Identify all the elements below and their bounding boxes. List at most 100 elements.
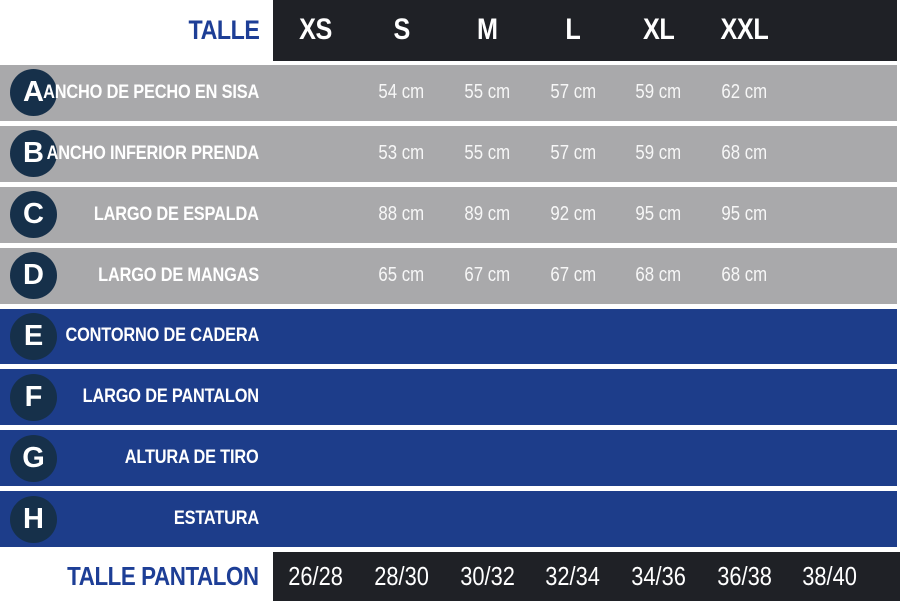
pants-size-5: 34/36	[631, 561, 686, 592]
row-label: ANCHO DE PECHO EN SISA	[43, 81, 259, 103]
size-header-row: TALLE XS S M L XL XXL	[0, 0, 897, 61]
cell-s: 54 cm	[378, 81, 425, 104]
cell-m: 89 cm	[464, 203, 511, 226]
row-label-cell: A ANCHO DE PECHO EN SISA	[0, 65, 273, 121]
cell-empty	[787, 65, 873, 121]
row-values: 65 cm 67 cm 67 cm 68 cm 68 cm	[273, 248, 897, 304]
row-letter: H	[23, 502, 44, 535]
pants-size-4: 32/34	[545, 561, 601, 592]
row-label: ALTURA DE TIRO	[125, 447, 259, 469]
cell-s: 53 cm	[378, 142, 425, 165]
row-letter: E	[23, 319, 44, 352]
cell-xl: 95 cm	[635, 203, 682, 226]
row-letter: F	[24, 380, 43, 413]
row-letter-badge: A	[10, 69, 57, 117]
row-letter: B	[23, 137, 44, 170]
row-letter-badge: B	[10, 130, 57, 178]
row-letter: A	[23, 76, 44, 109]
cell-m: 55 cm	[464, 81, 511, 104]
row-label-cell: D LARGO DE MANGAS	[0, 248, 273, 304]
row-letter-badge: C	[10, 191, 57, 239]
row-letter: D	[23, 259, 44, 292]
row-label-cell: E CONTORNO DE CADERA	[0, 309, 273, 365]
cell-s: 88 cm	[378, 203, 425, 226]
cell-xxl: 62 cm	[721, 81, 768, 104]
row-values	[273, 430, 897, 486]
row-letter: G	[22, 441, 45, 474]
cell-xxl: 68 cm	[721, 142, 768, 165]
pants-size-7: 38/40	[802, 561, 858, 592]
row-label-cell: G ALTURA DE TIRO	[0, 430, 273, 486]
row-label: LARGO DE PANTALON	[82, 386, 259, 408]
cell-empty	[787, 126, 873, 182]
row-values: 54 cm 55 cm 57 cm 59 cm 62 cm	[273, 65, 897, 121]
row-values: 88 cm 89 cm 92 cm 95 cm 95 cm	[273, 187, 897, 243]
size-col-xxl: XXL	[720, 13, 769, 47]
cell-m: 67 cm	[464, 264, 511, 287]
row-label: LARGO DE ESPALDA	[94, 203, 259, 225]
cell-empty	[787, 248, 873, 304]
cell-xl: 59 cm	[635, 142, 682, 165]
row-label: CONTORNO DE CADERA	[65, 325, 259, 347]
header-tail	[873, 0, 897, 61]
pants-size-1: 26/28	[288, 561, 344, 592]
size-col-m: M	[476, 13, 498, 47]
cell-empty	[787, 187, 873, 243]
table-row-b: B ANCHO INFERIOR PRENDA 53 cm 55 cm 57 c…	[0, 125, 897, 182]
table-row-g: G ALTURA DE TIRO	[0, 430, 897, 487]
cell-xl: 68 cm	[635, 264, 682, 287]
row-label-cell: B ANCHO INFERIOR PRENDA	[0, 126, 273, 182]
table-row-c: C LARGO DE ESPALDA 88 cm 89 cm 92 cm 95 …	[0, 186, 897, 243]
size-col-s: S	[393, 13, 410, 47]
row-label-cell: F LARGO DE PANTALON	[0, 369, 273, 425]
row-label-cell: C LARGO DE ESPALDA	[0, 187, 273, 243]
pants-size-2: 28/30	[374, 561, 429, 592]
table-row-e: E CONTORNO DE CADERA	[0, 308, 897, 365]
talle-pantalon-cell: TALLE PANTALON	[0, 552, 273, 601]
row-label: ANCHO INFERIOR PRENDA	[46, 142, 260, 164]
pants-size-6: 36/38	[716, 561, 772, 592]
row-letter-badge: H	[10, 495, 57, 543]
table-row-h: H ESTATURA	[0, 491, 897, 548]
size-col-empty	[787, 0, 873, 61]
row-letter-badge: G	[10, 434, 57, 482]
row-letter-badge: E	[10, 312, 57, 360]
cell-l: 67 cm	[550, 264, 596, 287]
pants-size-3: 30/32	[459, 561, 515, 592]
cell-l: 57 cm	[550, 142, 596, 165]
cell-xxl: 95 cm	[721, 203, 768, 226]
cell-s: 65 cm	[378, 264, 425, 287]
cell-xs	[273, 65, 359, 121]
size-col-xs: XS	[299, 13, 333, 47]
pants-size-panel: 26/28 28/30 30/32 32/34 34/36 36/38 38/4…	[273, 552, 900, 601]
cell-xs	[273, 248, 359, 304]
talle-header-label: TALLE	[188, 14, 259, 45]
row-values	[273, 309, 897, 365]
cell-l: 92 cm	[550, 203, 596, 226]
table-row-a: A ANCHO DE PECHO EN SISA 54 cm 55 cm 57 …	[0, 64, 897, 121]
row-values: 53 cm 55 cm 57 cm 59 cm 68 cm	[273, 126, 897, 182]
cell-xs	[273, 187, 359, 243]
cell-l: 57 cm	[550, 81, 596, 104]
cell-xl: 59 cm	[635, 81, 682, 104]
size-col-l: L	[565, 13, 581, 47]
pants-size-footer-row: TALLE PANTALON 26/28 28/30 30/32 32/34 3…	[0, 552, 900, 601]
talle-header-cell: TALLE	[0, 0, 273, 61]
row-label: ESTATURA	[173, 508, 259, 530]
cell-xxl: 68 cm	[721, 264, 768, 287]
cell-xs	[273, 126, 359, 182]
row-letter-badge: D	[10, 252, 57, 300]
row-values	[273, 369, 897, 425]
cell-m: 55 cm	[464, 142, 511, 165]
size-col-xl: XL	[642, 13, 675, 47]
row-letter-badge: F	[10, 373, 57, 421]
size-header-panel: XS S M L XL XXL	[273, 0, 897, 61]
table-row-f: F LARGO DE PANTALON	[0, 369, 897, 426]
row-label: LARGO DE MANGAS	[98, 264, 259, 286]
talle-pantalon-label: TALLE PANTALON	[67, 561, 260, 592]
table-row-d: D LARGO DE MANGAS 65 cm 67 cm 67 cm 68 c…	[0, 247, 897, 304]
row-letter: C	[23, 198, 44, 231]
row-label-cell: H ESTATURA	[0, 491, 273, 547]
row-values	[273, 491, 897, 547]
